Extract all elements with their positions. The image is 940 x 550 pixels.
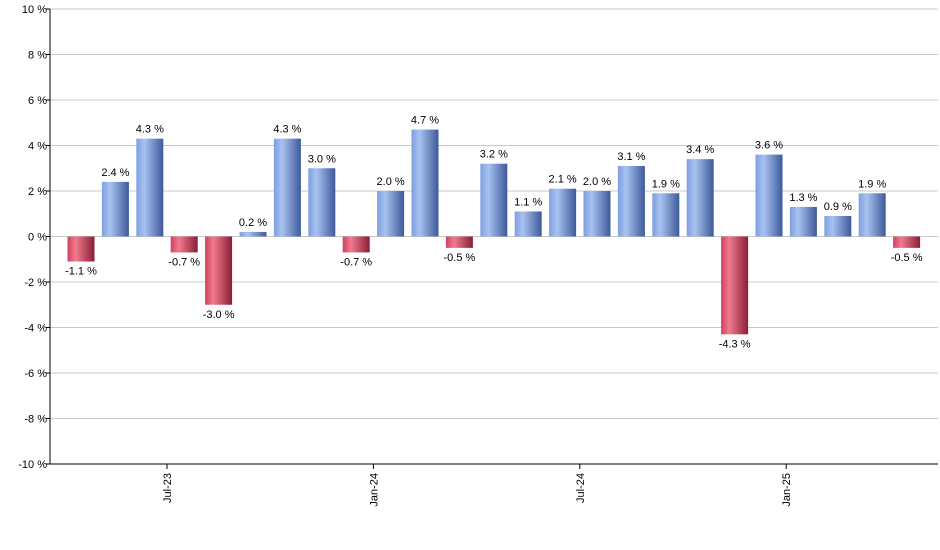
bar-jan-24: [308, 168, 336, 237]
bar-jan-25: [721, 236, 749, 335]
x-tick-label: Jan-24: [368, 473, 380, 507]
x-tick-label: Jul-24: [575, 473, 587, 503]
bar-nov-24: [652, 193, 680, 237]
data-label: 0.2 %: [239, 217, 267, 229]
data-label: 4.7 %: [411, 115, 439, 127]
data-label: 0.9 %: [824, 201, 852, 213]
bar-nov-23: [239, 231, 267, 237]
bar-sep-24: [583, 191, 611, 237]
data-label: 4.3 %: [136, 124, 164, 136]
data-label: 3.6 %: [755, 140, 783, 152]
data-label: 3.4 %: [686, 144, 714, 156]
data-label: -1.1 %: [65, 266, 97, 278]
bar-dec-24: [686, 159, 714, 237]
bar-may-25: [858, 193, 886, 237]
bar-aug-23: [136, 138, 164, 237]
bar-mar-24: [377, 191, 405, 237]
data-label: 1.9 %: [858, 178, 886, 190]
bar-oct-24: [617, 165, 645, 237]
x-tick-label: Jan-25: [781, 473, 793, 507]
data-label: 4.3 %: [273, 124, 301, 136]
bar-may-24: [445, 236, 473, 248]
data-label: 2.1 %: [549, 174, 577, 186]
bar-oct-23: [205, 236, 233, 305]
data-labels: -1.1 % 2.4 % 4.3 % -0.7 % -3.0 % 0.2 % 4.3 % 3.…: [65, 115, 923, 351]
y-tick-label: 10 %: [22, 4, 47, 16]
y-tick-label: 2 %: [28, 186, 47, 198]
data-label: 2.0 %: [377, 176, 405, 188]
data-label: 2.0 %: [583, 176, 611, 188]
y-tick-label: 8 %: [28, 50, 47, 62]
bar-apr-25: [824, 216, 852, 237]
data-label: -0.5 %: [444, 252, 476, 264]
data-label: -3.0 %: [203, 309, 235, 321]
y-tick-label: 0 %: [28, 232, 47, 244]
bar-jun-24: [480, 163, 508, 237]
bar-feb-24: [342, 236, 370, 253]
bar-apr-24: [411, 129, 439, 237]
y-tick-label: 4 %: [28, 141, 47, 153]
bar-aug-24: [549, 188, 577, 237]
bar-mar-25: [789, 206, 817, 237]
y-tick-label: -6 %: [24, 368, 47, 380]
data-label: 1.1 %: [514, 196, 542, 208]
y-tick-label: -4 %: [24, 323, 47, 335]
y-tick-label: -8 %: [24, 414, 47, 426]
bar-jul-24: [514, 211, 542, 237]
bar-feb-25: [755, 154, 783, 237]
axes: 10 % 8 % 6 % 4 % 2 % 0 % -2 % -4 % -6 % -8 % -10 %…: [18, 4, 938, 507]
bar-sep-23: [170, 236, 198, 253]
bar-jun-23: [67, 236, 95, 262]
data-label: 3.1 %: [617, 151, 645, 163]
data-label: -0.5 %: [891, 252, 923, 264]
y-tick-label: 6 %: [28, 95, 47, 107]
data-label: 3.0 %: [308, 153, 336, 165]
data-label: -0.7 %: [340, 256, 372, 268]
y-tick-label: -2 %: [24, 277, 47, 289]
bars: [67, 129, 921, 335]
bar-jul-23: [101, 181, 129, 237]
data-label: -0.7 %: [168, 256, 200, 268]
data-label: -4.3 %: [719, 338, 751, 350]
bar-dec-23: [273, 138, 301, 237]
x-tick-label: Jul-23: [162, 473, 174, 503]
data-label: 1.3 %: [789, 192, 817, 204]
data-label: 1.9 %: [652, 178, 680, 190]
data-label: 2.4 %: [101, 167, 129, 179]
y-tick-label: -10 %: [18, 459, 47, 471]
bar-jun-25: [893, 236, 921, 248]
data-label: 3.2 %: [480, 149, 508, 161]
